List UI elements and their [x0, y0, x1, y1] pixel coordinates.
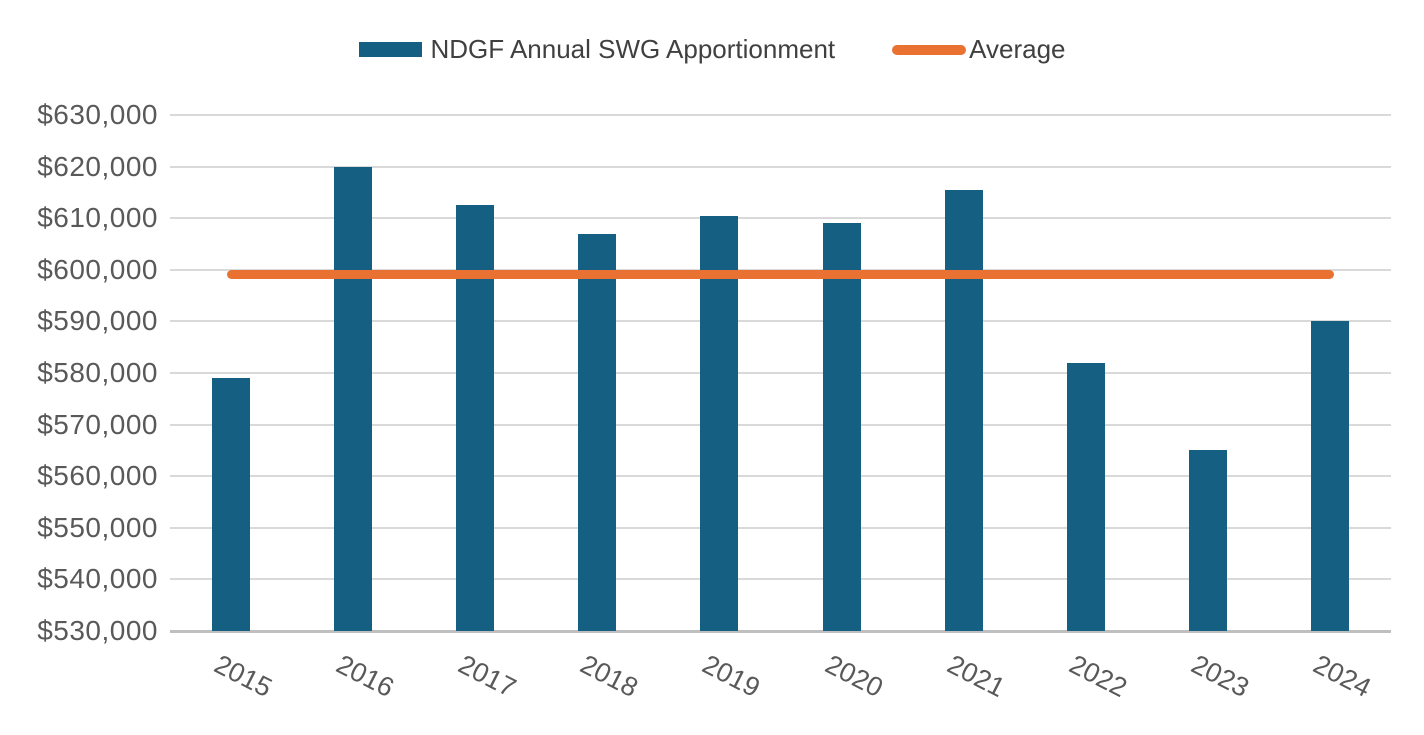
bar-series-swatch-icon: [358, 42, 422, 57]
y-axis-tick-label: $600,000: [37, 253, 158, 285]
y-axis-tick-label: $530,000: [37, 615, 158, 646]
gridline: [170, 526, 1391, 529]
legend-item-bar-series: NDGF Annual SWG Apportionment: [358, 34, 836, 65]
bar-2023: [1188, 450, 1227, 631]
bar-2024: [1310, 321, 1349, 631]
bar-series-legend-label: NDGF Annual SWG Apportionment: [430, 34, 836, 64]
legend-item-average: Average: [892, 34, 1066, 65]
gridline: [170, 268, 1391, 271]
x-axis-label-2022: 2022: [1064, 649, 1132, 704]
x-axis-label-2021: 2021: [942, 649, 1010, 704]
gridline: [170, 372, 1391, 374]
y-axis-tick-label: $550,000: [37, 511, 158, 543]
average-legend-label: Average: [969, 34, 1066, 64]
x-axis-label-2017: 2017: [453, 649, 522, 704]
legend: NDGF Annual SWG Apportionment Average: [0, 34, 1424, 65]
x-axis-line: [170, 629, 1391, 633]
gridline: [170, 578, 1391, 581]
y-axis-tick-label: $590,000: [37, 305, 158, 337]
bar-2017: [456, 205, 495, 631]
y-axis-tick-label: $580,000: [37, 357, 158, 388]
x-axis-label-2018: 2018: [575, 649, 644, 704]
plot-area: 2015 2016 2017 2018 2019 2020 2021 2022 2023 2024: [170, 114, 1391, 703]
x-axis-label-2020: 2020: [820, 649, 888, 704]
average-line: [226, 270, 1335, 280]
bar-2021: [944, 189, 983, 631]
x-axis-label-2019: 2019: [698, 649, 766, 704]
bar-2022: [1066, 362, 1105, 631]
x-axis-label-2016: 2016: [331, 649, 399, 704]
gridline: [170, 423, 1391, 426]
x-axis-label-2024: 2024: [1308, 649, 1376, 704]
bar-2015: [212, 378, 251, 631]
x-axis-label-2023: 2023: [1186, 649, 1254, 704]
x-axis-label-2015: 2015: [209, 649, 277, 704]
y-axis-tick-label: $540,000: [37, 563, 158, 595]
gridline: [170, 320, 1391, 323]
gridline: [170, 217, 1391, 220]
gridline: [170, 475, 1391, 478]
bar-2020: [822, 223, 861, 631]
bar-2019: [700, 215, 739, 631]
y-axis-tick-label: $630,000: [37, 99, 158, 130]
average-line-swatch-icon: [892, 44, 967, 55]
y-axis-tick-label: $610,000: [37, 202, 158, 234]
y-axis-tick-label: $620,000: [37, 150, 158, 182]
bar-2016: [334, 166, 373, 631]
gridline: [170, 165, 1391, 168]
bar-2018: [578, 233, 617, 631]
gridline: [170, 114, 1391, 116]
y-axis: $530,000 $540,000 $550,000 $560,000 $570,000…: [0, 99, 158, 646]
y-axis-tick-label: $570,000: [37, 408, 158, 440]
y-axis-tick-label: $560,000: [37, 460, 158, 492]
